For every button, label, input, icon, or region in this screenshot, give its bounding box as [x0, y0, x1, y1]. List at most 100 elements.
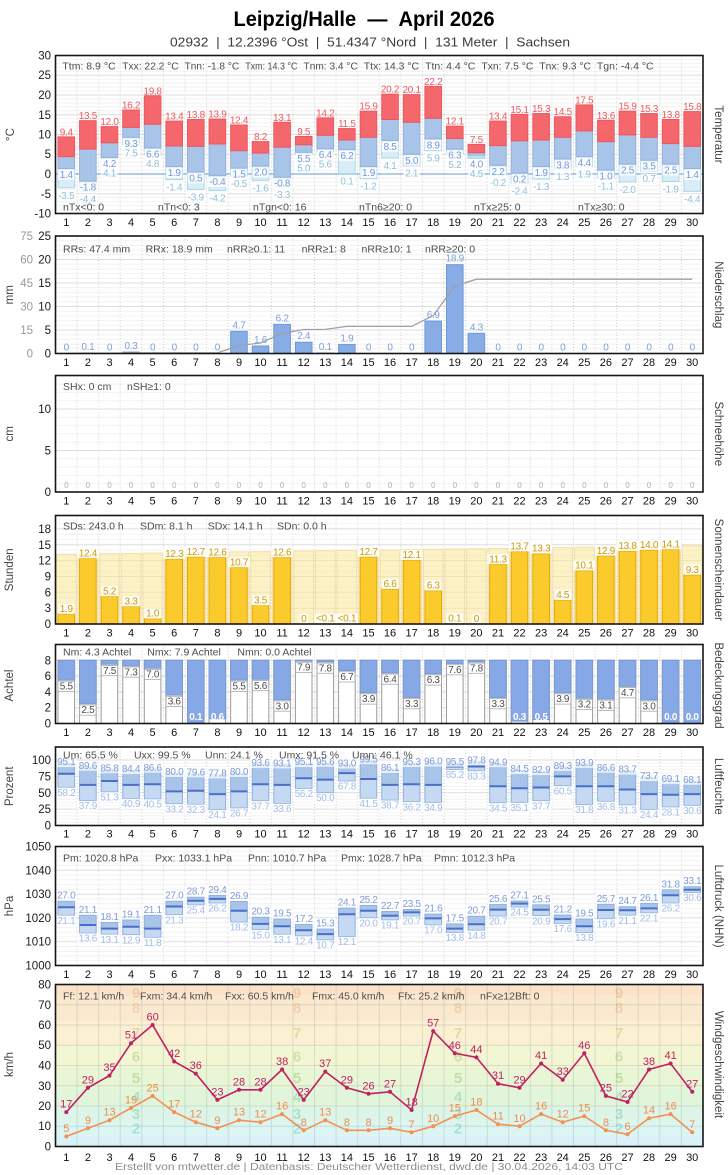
svg-text:nRR≥0.1: 11: nRR≥0.1: 11: [227, 244, 285, 256]
svg-text:34.5: 34.5: [489, 803, 508, 814]
svg-text:5.5: 5.5: [232, 682, 246, 693]
svg-text:9: 9: [236, 357, 242, 369]
svg-text:28: 28: [643, 628, 655, 640]
svg-text:24.5: 24.5: [510, 908, 529, 919]
svg-text:4.1: 4.1: [383, 161, 397, 172]
svg-text:0: 0: [45, 169, 51, 181]
svg-text:22.2: 22.2: [424, 77, 443, 88]
svg-text:12: 12: [298, 217, 310, 229]
svg-text:12: 12: [298, 357, 310, 369]
svg-text:10: 10: [38, 130, 51, 142]
svg-text:26.7: 26.7: [230, 809, 249, 820]
svg-text:19.5: 19.5: [273, 909, 292, 920]
svg-text:15.8: 15.8: [683, 102, 702, 113]
svg-text:13.6: 13.6: [597, 111, 616, 122]
svg-text:15: 15: [362, 357, 374, 369]
svg-text:24: 24: [557, 1152, 569, 1164]
svg-text:-3.9: -3.9: [188, 192, 205, 203]
svg-text:6: 6: [293, 1048, 301, 1065]
svg-text:0: 0: [194, 481, 199, 490]
svg-text:3.3: 3.3: [124, 597, 138, 608]
svg-text:5: 5: [132, 1070, 140, 1087]
svg-text:11.3: 11.3: [489, 554, 507, 565]
svg-text:Fxx: 60.5 km/h: Fxx: 60.5 km/h: [225, 991, 294, 1003]
svg-text:23: 23: [535, 829, 547, 841]
svg-text:84.5: 84.5: [510, 764, 529, 775]
svg-text:31.3: 31.3: [618, 806, 637, 817]
svg-text:1.5: 1.5: [232, 170, 246, 181]
svg-text:8.9: 8.9: [427, 140, 441, 151]
svg-text:9: 9: [615, 985, 623, 1002]
svg-text:0.7: 0.7: [642, 174, 656, 185]
svg-text:18: 18: [38, 524, 51, 536]
svg-text:25: 25: [38, 231, 51, 243]
svg-text:Umn: 46.1 %: Umn: 46.1 %: [352, 750, 413, 762]
svg-text:11: 11: [276, 357, 287, 369]
svg-text:21.1: 21.1: [618, 916, 637, 927]
svg-text:10: 10: [254, 1152, 266, 1164]
svg-text:13.8: 13.8: [618, 541, 637, 552]
svg-text:3: 3: [106, 829, 112, 841]
svg-text:30: 30: [686, 357, 698, 369]
svg-text:2: 2: [85, 217, 91, 229]
svg-text:96.0: 96.0: [424, 757, 443, 768]
svg-text:2: 2: [85, 969, 91, 981]
svg-text:6: 6: [171, 969, 177, 981]
svg-text:45: 45: [20, 278, 33, 290]
svg-text:0.5: 0.5: [535, 712, 549, 723]
svg-text:1: 1: [63, 1152, 69, 1164]
svg-text:22: 22: [513, 829, 525, 841]
svg-text:13.5: 13.5: [79, 111, 98, 122]
svg-text:93.0: 93.0: [338, 759, 357, 770]
svg-text:36.8: 36.8: [597, 802, 616, 813]
svg-text:7: 7: [615, 1025, 623, 1042]
svg-text:28: 28: [643, 969, 655, 981]
svg-text:16: 16: [384, 628, 396, 640]
svg-text:0: 0: [668, 481, 673, 490]
svg-text:22: 22: [513, 217, 525, 229]
svg-text:6.9: 6.9: [427, 310, 441, 321]
svg-text:10: 10: [254, 969, 266, 981]
svg-text:12.6: 12.6: [208, 547, 227, 558]
svg-text:42: 42: [168, 1048, 180, 1060]
svg-text:21: 21: [492, 628, 504, 640]
svg-text:2: 2: [85, 628, 91, 640]
svg-text:5: 5: [63, 1123, 69, 1135]
svg-text:24.4: 24.4: [640, 810, 659, 821]
svg-text:13: 13: [319, 1152, 331, 1164]
svg-text:10.7: 10.7: [316, 941, 335, 952]
svg-text:30: 30: [686, 1152, 698, 1164]
svg-text:Txx: 22.2 °C: Txx: 22.2 °C: [122, 61, 179, 73]
svg-text:17: 17: [60, 1099, 72, 1111]
svg-text:99.5: 99.5: [359, 754, 378, 765]
svg-text:1.0: 1.0: [146, 609, 160, 620]
svg-text:27: 27: [621, 496, 633, 508]
svg-text:4.3: 4.3: [470, 322, 484, 333]
svg-text:0.6: 0.6: [211, 712, 225, 723]
svg-text:27.1: 27.1: [510, 891, 529, 902]
svg-text:17.6: 17.6: [554, 924, 573, 935]
svg-text:10: 10: [254, 357, 266, 369]
svg-text:-4.2: -4.2: [209, 194, 226, 205]
svg-text:0: 0: [668, 343, 674, 354]
svg-text:17.2: 17.2: [295, 914, 314, 925]
svg-text:22: 22: [513, 727, 525, 739]
svg-text:26: 26: [600, 357, 612, 369]
svg-text:7: 7: [193, 217, 199, 229]
svg-text:23: 23: [535, 217, 547, 229]
svg-text:10: 10: [427, 1113, 439, 1125]
svg-text:12: 12: [298, 829, 310, 841]
svg-text:Schneehöhe: Schneehöhe: [712, 402, 724, 467]
svg-text:0: 0: [690, 481, 695, 490]
svg-text:5: 5: [45, 325, 51, 337]
svg-text:20: 20: [470, 1152, 482, 1164]
svg-text:86.1: 86.1: [381, 763, 400, 774]
svg-text:95.6: 95.6: [316, 757, 335, 768]
svg-text:0: 0: [64, 481, 69, 490]
svg-text:23: 23: [211, 1086, 223, 1098]
svg-text:10: 10: [254, 496, 266, 508]
svg-text:2: 2: [85, 1152, 91, 1164]
svg-text:9: 9: [236, 496, 242, 508]
svg-text:17: 17: [405, 969, 417, 981]
svg-text:8: 8: [365, 1117, 371, 1129]
